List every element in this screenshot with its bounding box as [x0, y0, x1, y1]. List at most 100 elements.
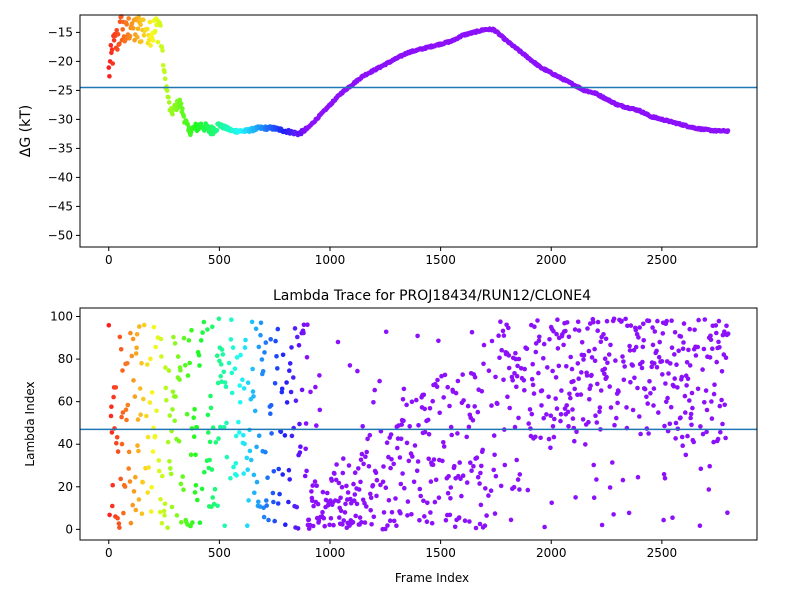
lambda-point: [468, 460, 473, 466]
delta-g-point: [166, 94, 171, 100]
lambda-point: [280, 472, 286, 477]
lambda-point: [709, 399, 714, 404]
lambda-point: [566, 334, 572, 340]
lambda-point: [245, 467, 250, 473]
lambda-point: [688, 415, 693, 421]
delta-g-point: [132, 37, 137, 43]
lambda-point: [137, 386, 143, 391]
lambda-point: [437, 410, 443, 416]
lambda-point: [181, 487, 186, 493]
lambda-point: [702, 400, 707, 405]
lambda-point: [584, 373, 590, 378]
lambda-point: [139, 511, 145, 516]
lambda-point: [223, 384, 229, 390]
lambda-point: [686, 347, 691, 353]
lambda-point: [608, 342, 613, 348]
lambda-point: [309, 489, 314, 494]
lambda-point: [154, 408, 159, 414]
lambda-point: [332, 471, 337, 476]
lambda-point: [416, 423, 421, 428]
lambda-point: [660, 372, 665, 377]
lambda-point: [529, 411, 535, 417]
delta-g-point: [124, 22, 129, 27]
lambda-point: [183, 363, 188, 368]
lambda-point: [711, 439, 716, 445]
lambda-point: [173, 394, 178, 399]
lambda-point: [558, 418, 563, 424]
lambda-point: [218, 362, 224, 367]
lambda-point: [192, 490, 198, 495]
delta-g-point: [117, 19, 123, 25]
lambda-point: [703, 388, 709, 393]
lambda-point: [481, 361, 486, 367]
lambda-point: [628, 323, 634, 328]
lambda-point: [650, 342, 656, 348]
lambda-point: [371, 400, 376, 405]
lambda-point: [651, 403, 656, 408]
lambda-point: [130, 336, 136, 342]
lambda-point: [623, 316, 628, 322]
lambda-point: [501, 377, 506, 383]
lambda-point: [680, 346, 686, 352]
lambda-point: [229, 370, 235, 376]
lambda-point: [125, 402, 131, 408]
lambda-point: [683, 410, 688, 415]
lambda-point: [256, 433, 262, 439]
lambda-point: [369, 522, 374, 527]
lambda-point: [493, 473, 499, 479]
lambda-point: [720, 421, 725, 427]
lambda-point: [569, 366, 575, 372]
lambda-point: [250, 389, 256, 394]
lambda-point: [656, 354, 662, 360]
lambda-y-axis-label: Lambda Index: [23, 381, 37, 466]
lambda-point: [178, 368, 183, 373]
lambda-point: [196, 352, 202, 358]
lambda-point: [598, 388, 604, 393]
lambda-point: [241, 386, 247, 391]
lambda-point: [716, 339, 721, 345]
lambda-point: [583, 442, 588, 447]
lambda-point: [140, 480, 146, 485]
lambda-point: [516, 356, 522, 362]
lambda-point: [430, 462, 436, 468]
lambda-point: [680, 443, 685, 449]
lambda-point: [120, 410, 126, 415]
lambda-point: [312, 479, 318, 484]
lambda-point: [263, 449, 268, 455]
lambda-point: [602, 366, 608, 372]
lambda-point: [391, 518, 397, 524]
lambda-point: [723, 435, 728, 441]
lambda-point: [274, 354, 279, 359]
lambda-point: [506, 325, 511, 331]
lambda-point: [374, 477, 380, 483]
lambda-point: [604, 318, 610, 324]
lambda-point: [675, 385, 680, 390]
lambda-point: [514, 373, 520, 379]
lambda-point: [236, 419, 241, 425]
lambda-point: [259, 357, 265, 362]
lambda-point: [268, 337, 274, 342]
lambda-point: [652, 361, 657, 366]
lambda-point: [251, 394, 256, 399]
lambda-point: [439, 373, 444, 379]
lambda-point: [133, 507, 139, 513]
lambda-point: [441, 444, 447, 449]
lambda-point: [455, 378, 461, 384]
lambda-point: [640, 359, 645, 365]
lambda-point: [602, 356, 608, 362]
lambda-point: [234, 355, 240, 360]
x-tick-label: 0: [105, 253, 113, 267]
lambda-point: [428, 479, 434, 484]
delta-g-point: [162, 76, 168, 81]
lambda-point: [479, 463, 484, 469]
lambda-point: [682, 393, 688, 399]
lambda-point: [467, 519, 472, 524]
lambda-point: [656, 410, 661, 415]
lambda-point: [171, 334, 176, 340]
lambda-point: [576, 376, 581, 382]
lambda-point: [178, 481, 184, 487]
lambda-point: [192, 407, 197, 412]
lambda-point: [189, 327, 194, 333]
lambda-point: [320, 509, 325, 515]
delta-g-point: [109, 47, 115, 52]
